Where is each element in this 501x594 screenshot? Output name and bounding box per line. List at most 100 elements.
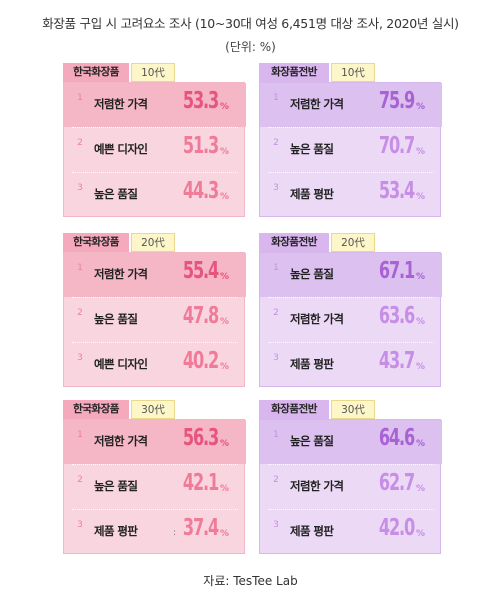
ranking-row: 1 저렴한 가격 75.9% (260, 83, 442, 127)
ranking-box: 1 높은 품질 67.1% 2 저렴한 가격 63.6% 3 제품 평판 43.7% (259, 252, 442, 387)
rank-number: 3 (273, 353, 279, 363)
rank-number: 2 (77, 475, 83, 485)
rank-number: 1 (273, 430, 279, 440)
item-label: 제품 평판 (290, 524, 334, 538)
percentage-value: 75.9 (378, 88, 415, 114)
ranking-row: 1 저렴한 가격 56.3% (64, 420, 246, 464)
percentage-value: 37.4 (182, 515, 219, 541)
age-tag: 10代 (331, 63, 375, 82)
rank-number: 1 (77, 93, 83, 103)
ranking-row: 3 예쁜 디자인 40.2% (64, 343, 246, 387)
ranking-row: 3 제품 평판:37.4% (64, 510, 246, 554)
percentage-value: 44.3 (182, 178, 219, 204)
item-label: 높은 품질 (94, 479, 138, 493)
ranking-row: 1 저렴한 가격 53.3% (64, 83, 246, 127)
rank-number: 1 (273, 93, 279, 103)
category-tag: 화장품전반 (259, 63, 329, 82)
row-divider (268, 172, 434, 173)
percentage-value: 64.6 (378, 425, 415, 451)
item-label: 저렴한 가격 (94, 97, 148, 111)
item-label: 저렴한 가격 (94, 434, 148, 448)
survey-panel: 화장품전반 10代 1 저렴한 가격 75.9% 2 높은 품질 70.7% 3 제품 평판 53.… (259, 63, 442, 217)
percent-sign: % (219, 484, 229, 494)
percent-sign: % (415, 192, 425, 202)
ranking-box: 1 저렴한 가격 53.3% 2 예쁜 디자인 51.3% 3 높은 품질 44.3% (63, 82, 246, 217)
ranking-box: 1 저렴한 가격 75.9% 2 높은 품질 70.7% 3 제품 평판 53.4% (259, 82, 442, 217)
chart-title: 화장품 구입 시 고려요소 조사 (10~30대 여성 6,451명 대상 조사… (42, 16, 459, 31)
item-label: 제품 평판 (290, 357, 334, 371)
survey-panel: 한국화장품 10代 1 저렴한 가격 53.3% 2 예쁜 디자인 51.3% 3 높은 품질 44… (63, 63, 246, 217)
percent-sign: % (219, 102, 229, 112)
ranking-row: 3 높은 품질 44.3% (64, 173, 246, 217)
row-divider (72, 509, 238, 510)
rank-number: 1 (77, 263, 83, 273)
rank-number: 2 (273, 138, 279, 148)
rank-number: 3 (77, 353, 83, 363)
ranking-row: 1 높은 품질 67.1% (260, 253, 442, 297)
percentage-value: 51.3 (182, 133, 219, 159)
item-label: 예쁜 디자인 (94, 142, 148, 156)
item-label: 저렴한 가격 (290, 312, 344, 326)
percentage-value: 62.7 (378, 470, 415, 496)
ranking-row: 3 제품 평판 43.7% (260, 343, 442, 387)
percent-sign: % (415, 362, 425, 372)
percent-sign: % (219, 362, 229, 372)
ranking-row: 2 저렴한 가격 63.6% (260, 298, 442, 342)
percentage-value: 42.1 (182, 470, 219, 496)
row-divider (72, 172, 238, 173)
item-label: 높은 품질 (94, 187, 138, 201)
percentage-value: 67.1 (378, 258, 415, 284)
item-label: 제품 평판 (94, 524, 138, 538)
ranking-row: 1 저렴한 가격 55.4% (64, 253, 246, 297)
rank-number: 2 (273, 308, 279, 318)
percentage-value: 70.7 (378, 133, 415, 159)
rank-number: 1 (273, 263, 279, 273)
category-tag: 한국화장품 (63, 400, 129, 419)
percent-sign: % (415, 529, 425, 539)
survey-panel: 화장품전반 20代 1 높은 품질 67.1% 2 저렴한 가격 63.6% 3 제품 평판 43.… (259, 233, 442, 387)
ranking-row: 1 높은 품질 64.6% (260, 420, 442, 464)
percent-sign: % (219, 317, 229, 327)
rank-number: 1 (77, 430, 83, 440)
ranking-row: 2 높은 품질 47.8% (64, 298, 246, 342)
percent-sign: % (415, 102, 425, 112)
age-tag: 30代 (131, 400, 175, 419)
percentage-value: 56.3 (182, 425, 219, 451)
rank-number: 3 (77, 520, 83, 530)
row-divider (72, 127, 238, 128)
row-divider (268, 297, 434, 298)
percent-sign: % (415, 272, 425, 282)
row-divider (268, 127, 434, 128)
percentage-value: 63.6 (378, 303, 415, 329)
item-label: 높은 품질 (290, 142, 334, 156)
row-divider (72, 297, 238, 298)
rank-number: 2 (77, 308, 83, 318)
percentage-value: 55.4 (182, 258, 219, 284)
row-divider (268, 509, 434, 510)
ranking-row: 2 높은 품질 42.1% (64, 465, 246, 509)
bullet-mark: : (172, 528, 176, 538)
item-label: 예쁜 디자인 (94, 357, 148, 371)
rank-number: 3 (273, 183, 279, 193)
percent-sign: % (415, 439, 425, 449)
item-label: 저렴한 가격 (290, 97, 344, 111)
percentage-value: 42.0 (378, 515, 415, 541)
percent-sign: % (415, 147, 425, 157)
row-divider (268, 464, 434, 465)
survey-panel: 한국화장품 30代 1 저렴한 가격 56.3% 2 높은 품질 42.1% 3 제품 평판:37… (63, 400, 246, 554)
ranking-box: 1 저렴한 가격 55.4% 2 높은 품질 47.8% 3 예쁜 디자인 40.2% (63, 252, 246, 387)
percent-sign: % (219, 147, 229, 157)
survey-panel: 화장품전반 30代 1 높은 품질 64.6% 2 저렴한 가격 62.7% 3 제품 평판 42.… (259, 400, 442, 554)
source-note: 자료: TesTee Lab (203, 574, 298, 588)
item-label: 저렴한 가격 (94, 267, 148, 281)
percentage-value: 47.8 (182, 303, 219, 329)
age-tag: 20代 (131, 233, 175, 252)
survey-panel: 한국화장품 20代 1 저렴한 가격 55.4% 2 높은 품질 47.8% 3 예쁜 디자인 40… (63, 233, 246, 387)
percent-sign: % (415, 317, 425, 327)
percentage-value: 40.2 (182, 348, 219, 374)
row-divider (72, 464, 238, 465)
item-label: 높은 품질 (94, 312, 138, 326)
percentage-value: 53.3 (182, 88, 219, 114)
rank-number: 2 (273, 475, 279, 485)
percent-sign: % (219, 192, 229, 202)
